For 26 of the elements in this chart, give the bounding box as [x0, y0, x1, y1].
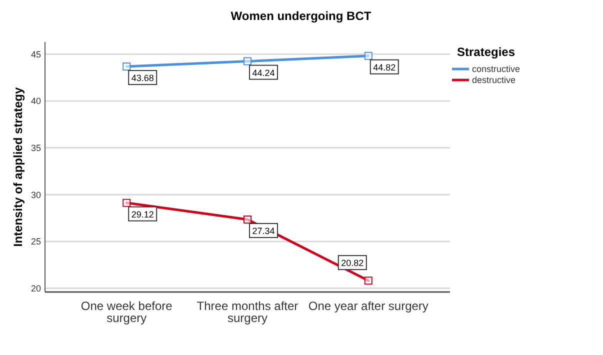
chart-title: Women undergoing BCT [230, 9, 372, 23]
data-label: 29.12 [131, 209, 154, 220]
data-label: 43.68 [131, 73, 154, 84]
x-tick-label: Three months after surgery [196, 299, 298, 325]
data-label: 20.82 [341, 258, 364, 268]
data-label: 44.82 [373, 62, 396, 72]
point [244, 57, 252, 66]
point [364, 52, 372, 60]
data-label: 44.24 [252, 68, 275, 78]
point [122, 62, 131, 71]
y-tick-label: 20 [30, 283, 41, 294]
point [364, 276, 372, 285]
point [122, 198, 131, 207]
y-tick-label: 45 [30, 49, 41, 60]
x-tick-label: One year after surgery [308, 299, 428, 313]
y-axis-title: Intensity of applied strategy [11, 87, 25, 247]
point [244, 216, 252, 224]
legend-title: Strategies [457, 45, 516, 59]
y-tick-label: 30 [30, 190, 41, 200]
legend-label: destructive [472, 75, 516, 86]
y-tick-label: 25 [30, 236, 41, 247]
data-label: 27.34 [252, 226, 275, 236]
x-tick-label: One week before surgery [80, 299, 173, 325]
y-tick-label: 35 [30, 142, 41, 153]
legend-label: constructive [472, 64, 520, 74]
y-tick-label: 40 [30, 96, 41, 106]
